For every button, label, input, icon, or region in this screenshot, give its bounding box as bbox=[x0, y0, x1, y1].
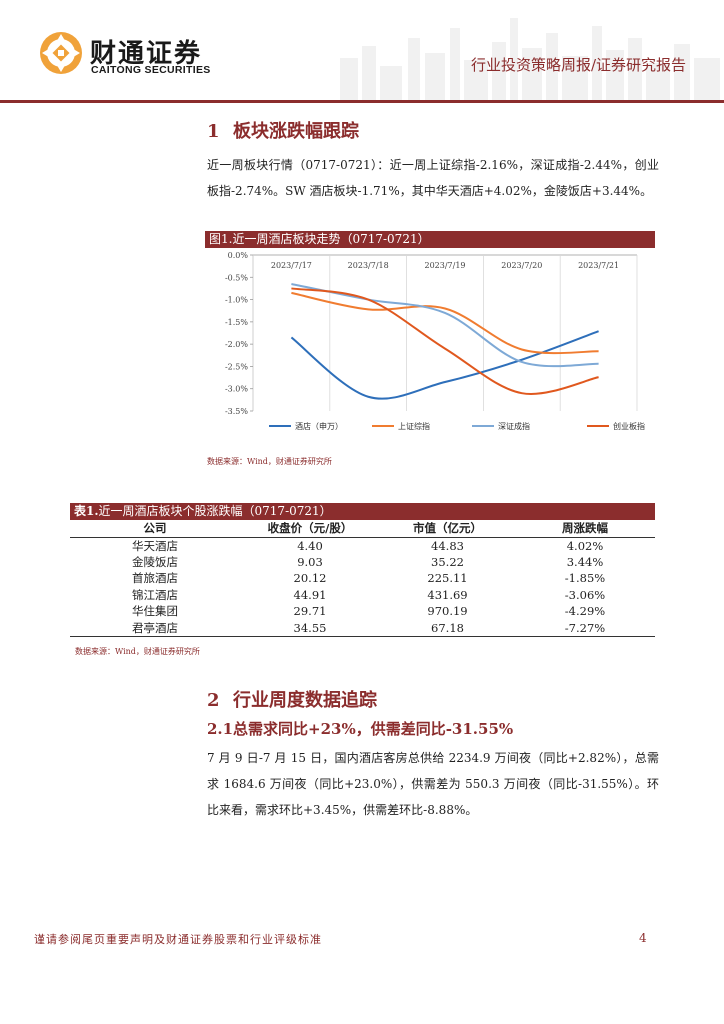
table-row: 金陵饭店 9.03 35.22 3.44% bbox=[70, 554, 655, 571]
legend-label: 酒店（申万） bbox=[295, 421, 343, 431]
cell-company: 华住集团 bbox=[132, 604, 178, 619]
col-header: 收盘价（元/股） bbox=[240, 520, 380, 538]
cell-change: -1.85% bbox=[564, 571, 606, 586]
y-tick-label: -1.0% bbox=[225, 296, 248, 305]
table-row: 华天酒店 4.40 44.83 4.02% bbox=[70, 537, 655, 554]
section-title: 板块涨跌幅跟踪 bbox=[233, 121, 359, 142]
section-2-paragraph: 7 月 9 日-7 月 15 日，国内酒店客房总供给 2234.9 万间夜（同比… bbox=[207, 751, 659, 817]
table-row: 君亭酒店 34.55 67.18 -7.27% bbox=[70, 619, 655, 637]
brand-name-en: CAITONG SECURITIES bbox=[91, 64, 211, 76]
col-header: 市值（亿元） bbox=[380, 520, 515, 538]
cell-market-cap: 970.19 bbox=[427, 604, 468, 619]
section-number: 2 bbox=[207, 690, 220, 711]
cell-company: 华天酒店 bbox=[132, 538, 178, 553]
cell-market-cap: 44.83 bbox=[431, 538, 464, 553]
section-1-paragraph: 近一周板块行情（0717-0721）：近一周上证综指-2.16%，深证成指-2.… bbox=[207, 158, 659, 198]
caitong-logo bbox=[40, 32, 82, 74]
cell-price: 29.71 bbox=[293, 604, 327, 619]
x-tick-label: 2023/7/21 bbox=[578, 261, 619, 270]
section-title: 行业周度数据追踪 bbox=[233, 690, 377, 711]
brand-name: 财通证券 bbox=[90, 39, 203, 69]
legend-label: 深证成指 bbox=[498, 421, 530, 431]
figure-chart: 0.0% -0.5% -1.0% -1.5% -2.0% -2.5% -3.0% -3.5% 2… bbox=[207, 248, 655, 438]
cell-price: 9.03 bbox=[297, 554, 323, 569]
cell-market-cap: 67.18 bbox=[380, 619, 515, 637]
cell-change: -3.06% bbox=[564, 587, 606, 602]
y-tick-label: -2.0% bbox=[225, 340, 248, 349]
cell-company: 锦江酒店 bbox=[132, 587, 178, 602]
page-number: 4 bbox=[639, 931, 647, 945]
subsection-title: 总需求同比+23%，供需差同比-31.55% bbox=[233, 720, 514, 738]
cell-company: 君亭酒店 bbox=[70, 619, 240, 637]
cell-price: 34.55 bbox=[240, 619, 380, 637]
stock-table: 公司 收盘价（元/股） 市值（亿元） 周涨跌幅 华天酒店 4.40 44.83 … bbox=[70, 520, 655, 637]
cell-price: 20.12 bbox=[293, 571, 327, 586]
section-1-heading: 1 板块涨跌幅跟踪 bbox=[207, 117, 359, 143]
y-tick-label: 0.0% bbox=[228, 251, 249, 260]
cell-change: -7.27% bbox=[515, 619, 655, 637]
header-divider bbox=[0, 100, 724, 103]
subsection-number: 2.1 bbox=[207, 720, 234, 738]
cell-change: 3.44% bbox=[566, 554, 604, 569]
line-chart: 0.0% -0.5% -1.0% -1.5% -2.0% -2.5% -3.0% -3.5% 2… bbox=[225, 251, 645, 431]
cell-company: 金陵饭店 bbox=[132, 554, 178, 569]
x-tick-label: 2023/7/18 bbox=[348, 261, 389, 270]
cell-price: 44.91 bbox=[293, 587, 327, 602]
cell-company: 首旅酒店 bbox=[132, 571, 178, 586]
legend-label: 上证综指 bbox=[398, 421, 430, 431]
page-header: 财通证券 CAITONG SECURITIES 行业投资策略周报/证券研究报告 bbox=[0, 0, 724, 104]
table-row: 华住集团 29.71 970.19 -4.29% bbox=[70, 603, 655, 620]
table-caption: 表1.近一周酒店板块个股涨跌幅（0717-0721） bbox=[70, 503, 655, 520]
table-source: 数据来源：Wind，财通证券研究所 bbox=[75, 647, 200, 656]
figure-caption: 图1.近一周酒店板块走势（0717-0721） bbox=[205, 231, 655, 248]
section-number: 1 bbox=[207, 121, 220, 142]
x-tick-label: 2023/7/17 bbox=[271, 261, 312, 270]
legend-label: 创业板指 bbox=[613, 421, 645, 431]
col-header: 公司 bbox=[70, 520, 240, 538]
disclaimer-note: 谨请参阅尾页重要声明及财通证券股票和行业评级标准 bbox=[34, 933, 322, 946]
subsection-heading: 2.1总需求同比+23%，供需差同比-31.55% bbox=[207, 718, 513, 739]
cell-market-cap: 35.22 bbox=[431, 554, 464, 569]
y-tick-label: -3.5% bbox=[225, 407, 248, 416]
table-caption-text: 近一周酒店板块个股涨跌幅（0717-0721） bbox=[98, 504, 332, 518]
y-tick-label: -3.0% bbox=[225, 385, 248, 394]
cell-price: 4.40 bbox=[297, 538, 323, 553]
section-2-heading: 2 行业周度数据追踪 bbox=[207, 686, 377, 712]
cell-change: -4.29% bbox=[564, 604, 606, 619]
col-header: 周涨跌幅 bbox=[515, 520, 655, 538]
table-row: 首旅酒店 20.12 225.11 -1.85% bbox=[70, 570, 655, 587]
y-tick-label: -1.5% bbox=[225, 318, 248, 327]
series-line-3 bbox=[291, 287, 599, 395]
y-tick-label: -2.5% bbox=[225, 362, 248, 371]
y-tick-label: -0.5% bbox=[225, 273, 248, 282]
series-line-2 bbox=[291, 282, 599, 368]
table-caption-label: 表1. bbox=[74, 504, 99, 518]
x-tick-label: 2023/7/20 bbox=[501, 261, 542, 270]
cell-market-cap: 225.11 bbox=[427, 571, 468, 586]
cell-market-cap: 431.69 bbox=[427, 587, 468, 602]
cell-change: 4.02% bbox=[566, 538, 604, 553]
series-line-0 bbox=[290, 330, 599, 400]
figure-source: 数据来源：Wind，财通证券研究所 bbox=[207, 457, 332, 466]
x-tick-label: 2023/7/19 bbox=[424, 261, 465, 270]
skyline-graphic bbox=[340, 18, 720, 100]
table-header-row: 公司 收盘价（元/股） 市值（亿元） 周涨跌幅 bbox=[70, 520, 655, 538]
report-type: 行业投资策略周报/证券研究报告 bbox=[470, 56, 686, 74]
table-row: 锦江酒店 44.91 431.69 -3.06% bbox=[70, 587, 655, 604]
series-line-1 bbox=[291, 291, 599, 355]
